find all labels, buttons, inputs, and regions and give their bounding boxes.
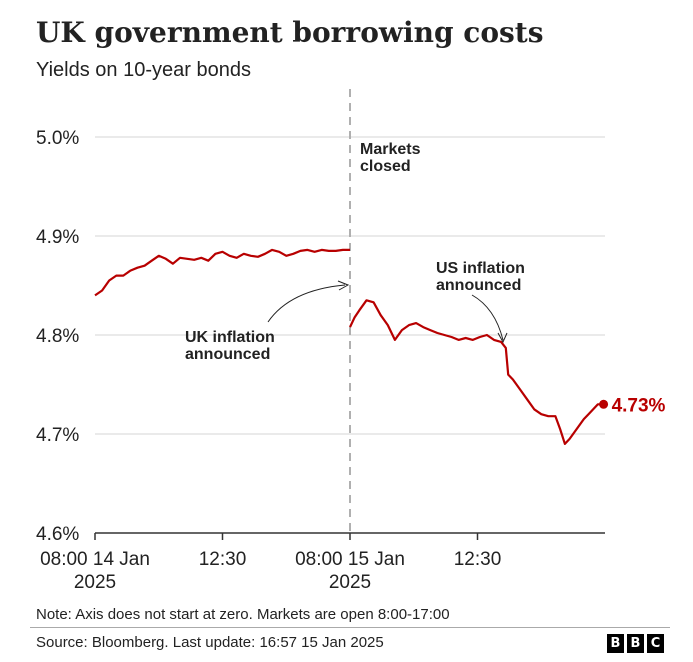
x-tick-label: 2025 — [329, 572, 371, 593]
axis-note: Note: Axis does not start at zero. Marke… — [36, 606, 450, 623]
annotation-us-inflation: announced — [436, 277, 521, 294]
annotation-markets-closed: closed — [360, 158, 411, 175]
series-line — [94, 248, 350, 297]
series-line — [349, 299, 604, 445]
chart-subtitle: Yields on 10-year bonds — [36, 59, 251, 81]
annotation-markets-closed: Markets — [360, 141, 421, 158]
source-text: Source: Bloomberg. Last update: 16:57 15… — [36, 634, 384, 651]
footer-divider — [30, 627, 670, 628]
bbc-logo-letter: C — [647, 634, 664, 653]
y-tick-label: 4.6% — [36, 524, 79, 545]
annotation-uk-arrow — [267, 284, 346, 323]
end-value-label: 4.73% — [612, 395, 666, 416]
y-tick-label: 4.8% — [36, 326, 79, 347]
bbc-logo-letter: B — [607, 634, 624, 653]
chart-title: UK government borrowing costs — [36, 16, 544, 49]
x-tick-label: 12:30 — [454, 549, 502, 570]
annotation-us-arrow — [471, 294, 504, 341]
annotation-uk-arrowhead — [337, 280, 350, 291]
y-tick-label: 5.0% — [36, 128, 79, 149]
x-tick-label: 2025 — [74, 572, 116, 593]
annotation-us-arrowhead — [497, 332, 508, 344]
x-tick-label: 08:00 15 Jan — [295, 549, 405, 570]
y-tick-label: 4.9% — [36, 227, 79, 248]
annotation-us-inflation: US inflation — [436, 260, 525, 277]
annotation-uk-inflation: announced — [185, 346, 270, 363]
end-point — [599, 399, 609, 409]
y-tick-label: 4.7% — [36, 425, 79, 446]
bbc-logo: B B C — [607, 634, 664, 653]
x-tick-label: 08:00 14 Jan — [40, 549, 150, 570]
line-chart: 4.6%4.7%4.8%4.9%5.0%08:00 14 Jan202512:3… — [36, 89, 666, 593]
annotation-uk-inflation: UK inflation — [185, 329, 275, 346]
x-tick-label: 12:30 — [199, 549, 247, 570]
bbc-logo-letter: B — [627, 634, 644, 653]
